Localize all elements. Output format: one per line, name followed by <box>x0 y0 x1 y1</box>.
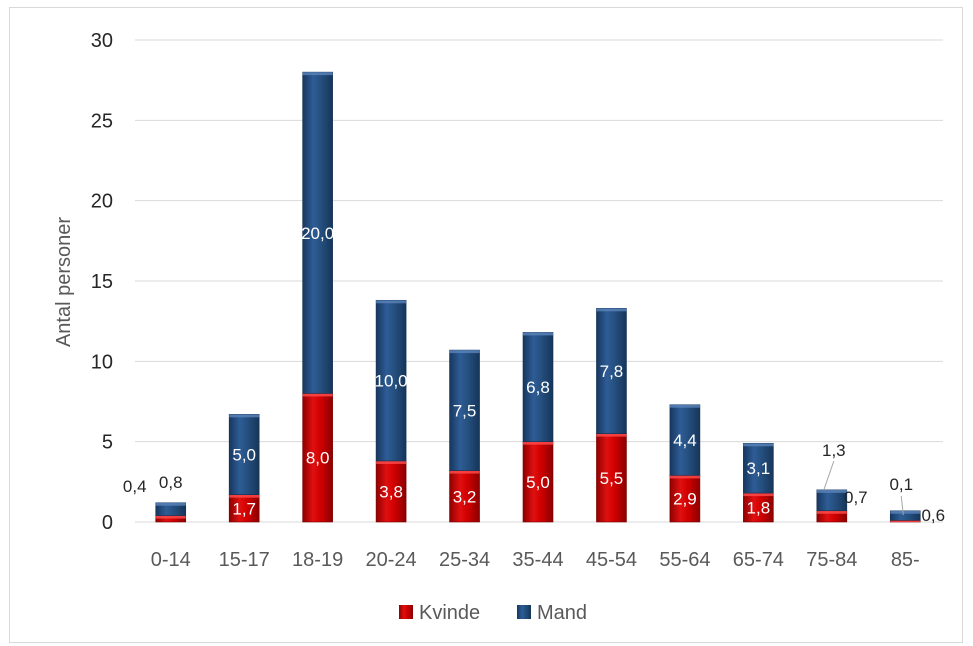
bar-cap <box>302 72 333 76</box>
data-label-kvinde: 8,0 <box>306 449 330 468</box>
x-axis: 0-14 15-17 18-19 20-24 25-34 35-44 45-54 55-64 6… <box>151 549 920 571</box>
data-label-kvinde: 5,5 <box>600 469 624 488</box>
bar-mand-75-84 <box>816 489 848 512</box>
bar-cap <box>376 460 407 464</box>
data-label-kvinde: 3,2 <box>453 487 477 506</box>
leader-line <box>900 495 904 516</box>
bar-cap <box>669 475 700 479</box>
data-label-mand: 10,0 <box>375 372 408 391</box>
legend-label-mand: Mand <box>537 602 587 624</box>
y-tick-label: 10 <box>91 351 113 373</box>
data-label-mand: 4,4 <box>673 431 697 450</box>
legend: Kvinde Mand <box>399 602 587 624</box>
leader-line <box>823 460 835 491</box>
legend-swatch-mand <box>517 605 531 619</box>
bar-cap <box>229 414 260 418</box>
x-tick-label: 25-34 <box>439 549 490 571</box>
x-tick-label: 45-54 <box>586 549 637 571</box>
x-tick-label: 65-74 <box>733 549 784 571</box>
data-label-mand: 20,0 <box>301 224 334 243</box>
y-axis-label: Antal personer <box>53 217 75 347</box>
gridlines <box>135 39 943 523</box>
bar-cap <box>596 433 627 437</box>
bars <box>155 71 921 523</box>
data-label-kvinde: 3,8 <box>379 482 403 501</box>
x-tick-label: 85- <box>891 549 920 571</box>
data-label-mand: 3,1 <box>747 459 771 478</box>
data-label-kvinde: 5,0 <box>526 473 550 492</box>
bar-cap <box>743 493 774 497</box>
legend-label-kvinde: Kvinde <box>419 602 480 624</box>
bar-kvinde-15-17 <box>228 494 260 523</box>
data-label-kvinde: 1,7 <box>232 499 256 518</box>
y-tick-label: 20 <box>91 191 113 213</box>
bar-cap <box>155 515 186 519</box>
bar-cap <box>229 494 260 498</box>
bar-cap <box>523 332 553 336</box>
bar-mand-35-44 <box>522 332 554 442</box>
bar-mand-18-19 <box>302 71 333 394</box>
bar-cap <box>523 441 553 445</box>
bar-cap <box>376 300 407 304</box>
bar-mand-55-64 <box>669 404 701 476</box>
data-label-kvinde: 0,4 <box>123 477 147 496</box>
bar-cap <box>449 470 480 474</box>
bar-mand-65-74 <box>743 442 774 494</box>
bar-kvinde-18-19 <box>302 393 333 523</box>
legend-swatch-kvinde <box>399 605 413 619</box>
data-label-mand: 6,8 <box>526 378 550 397</box>
data-label-mand: 0,8 <box>159 473 183 492</box>
bar-kvinde-65-74 <box>743 492 774 523</box>
x-tick-label: 15-17 <box>219 549 270 571</box>
data-label-kvinde: 2,9 <box>673 490 697 509</box>
y-tick-label: 0 <box>102 512 113 534</box>
bar-kvinde-55-64 <box>669 475 701 523</box>
bar-kvinde-20-24 <box>375 460 407 523</box>
data-label-mand: 5,0 <box>232 446 256 465</box>
x-tick-label: 55-64 <box>659 549 710 571</box>
x-tick-label: 18-19 <box>292 549 343 571</box>
y-tick-label: 30 <box>91 30 113 52</box>
bar-cap <box>449 350 480 354</box>
data-label-kvinde: 1,8 <box>747 499 771 518</box>
data-label-kvinde: 0,7 <box>844 488 868 507</box>
x-tick-label: 20-24 <box>366 549 417 571</box>
bar-mand-25-34 <box>449 349 480 471</box>
y-tick-label: 5 <box>102 432 113 454</box>
bar-cap <box>155 502 186 506</box>
x-tick-label: 75-84 <box>806 549 857 571</box>
bar-cap <box>596 308 627 312</box>
y-tick-label: 25 <box>91 110 113 132</box>
bar-mand-15-17 <box>228 414 260 495</box>
y-axis: 0 5 10 15 20 25 30 <box>91 30 113 534</box>
bar-cap <box>890 520 921 522</box>
data-label-mand: 7,8 <box>600 362 624 381</box>
x-tick-label: 0-14 <box>151 549 191 571</box>
y-tick-label: 15 <box>91 271 113 293</box>
bar-cap <box>890 510 921 514</box>
bar-cap <box>816 510 847 514</box>
data-label-mand: 7,5 <box>453 401 477 420</box>
data-label-mand: 0,6 <box>921 506 945 525</box>
bar-kvinde-25-34 <box>449 470 480 523</box>
bar-kvinde-35-44 <box>522 441 554 523</box>
bar-mand-45-54 <box>596 308 627 434</box>
bar-cap <box>302 393 333 397</box>
data-label-mand: 1,3 <box>822 441 846 460</box>
data-labels: 1,7 5,0 8,0 20,0 3,8 10,0 3,2 7,5 5,0 6,8 5,5 7,8 2,… <box>123 224 945 525</box>
bar-cap <box>669 404 700 408</box>
bar-mand-20-24 <box>375 299 407 462</box>
bar-cap <box>743 443 774 447</box>
bar-cap <box>816 489 847 493</box>
x-tick-label: 35-44 <box>512 549 563 571</box>
data-label-kvinde: 0,1 <box>889 475 913 494</box>
